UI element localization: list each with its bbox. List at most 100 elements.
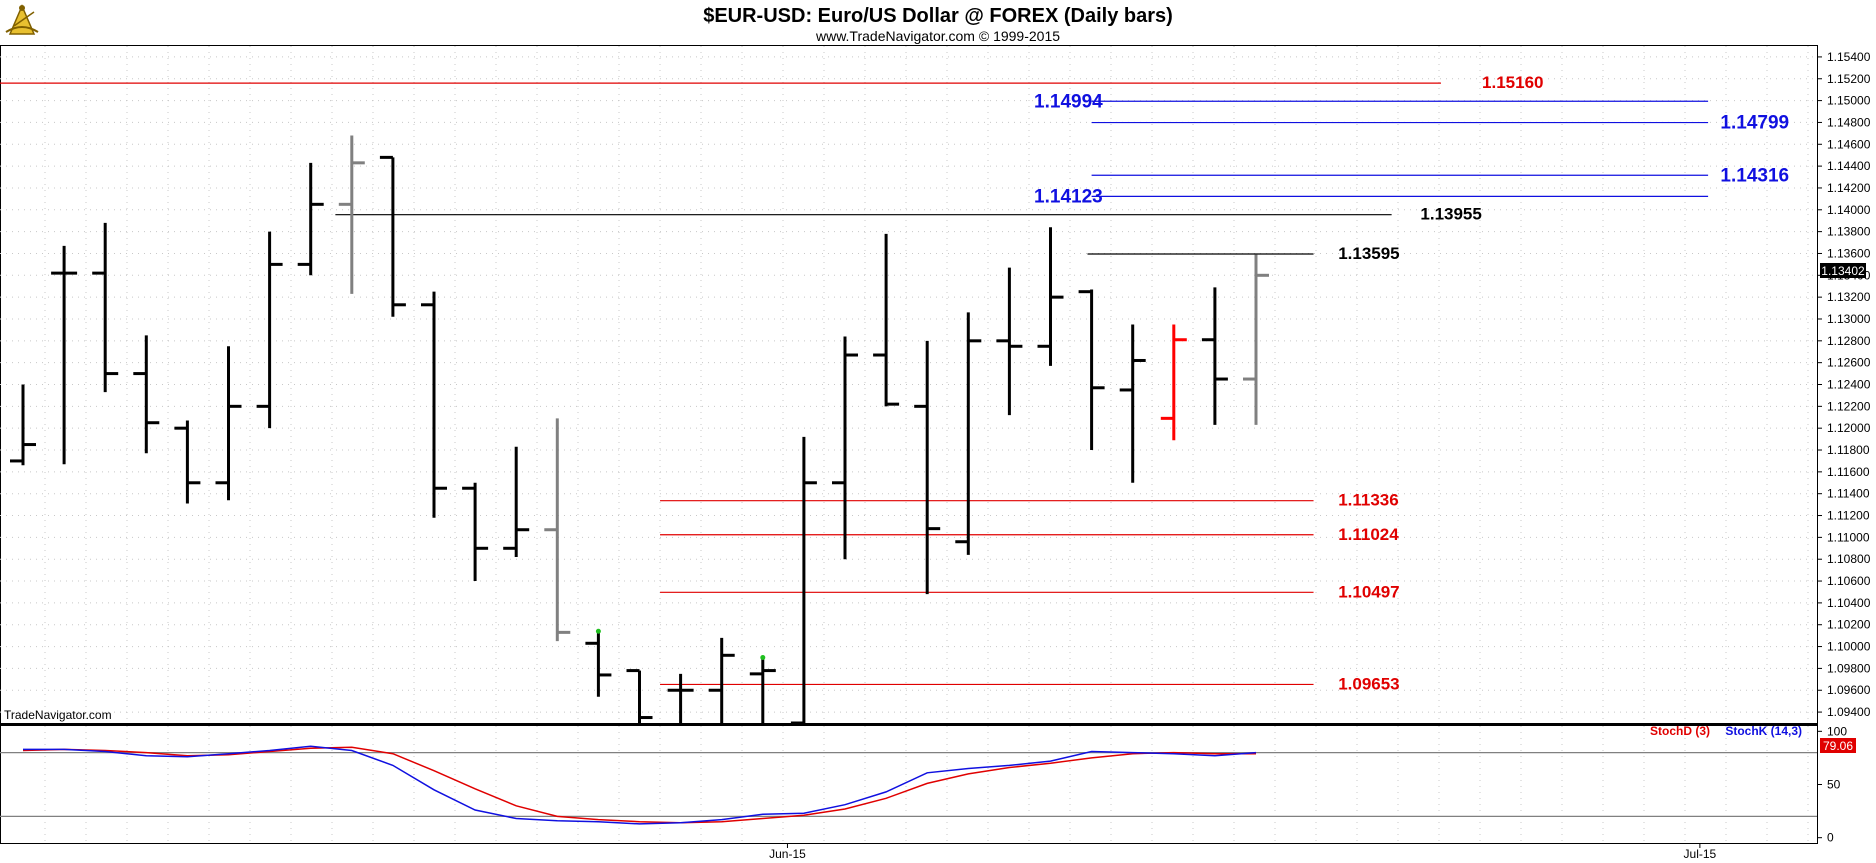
stoch-tick-label: 50 (1827, 778, 1841, 792)
chart-title: $EUR-USD: Euro/US Dollar @ FOREX (Daily … (703, 5, 1173, 27)
stoch-last-value: 79.06 (1823, 739, 1853, 753)
price-tick-label: 1.11400 (1827, 487, 1870, 501)
ohlc-bar (996, 267, 1023, 416)
price-bars (10, 135, 1269, 725)
price-tick-label: 1.13800 (1827, 225, 1871, 239)
price-tick-label: 1.12000 (1827, 421, 1871, 435)
ohlc-bar (215, 346, 242, 501)
price-tick-label: 1.10400 (1827, 596, 1871, 610)
price-tick-label: 1.10000 (1827, 640, 1871, 654)
level-label: 1.13955 (1420, 205, 1481, 224)
ohlc-bar (133, 335, 160, 454)
price-tick-label: 1.13600 (1827, 246, 1871, 260)
stochd-line (22, 746, 1256, 824)
price-tick-label: 1.12400 (1827, 378, 1871, 392)
stochk-line (23, 745, 1257, 825)
ohlc-bar (955, 312, 982, 555)
ohlc-bar (873, 233, 900, 407)
price-tick-label: 1.12800 (1827, 334, 1871, 348)
price-tick-label: 1.15200 (1827, 72, 1871, 86)
price-tick-label: 1.09400 (1827, 705, 1871, 719)
ohlc-bar (790, 436, 817, 725)
price-tick-label: 1.14200 (1827, 181, 1871, 195)
ohlc-bar (10, 384, 36, 466)
price-tick-label: 1.13200 (1827, 290, 1871, 304)
price-tick-label: 1.11600 (1827, 465, 1870, 479)
price-tick-label: 1.10200 (1827, 618, 1871, 632)
stoch-panel-frame (0, 725, 1818, 844)
sextant-logo-icon (5, 4, 39, 35)
ohlc-bar (1243, 254, 1269, 425)
legend-stochk: StochK (14,3) (1725, 724, 1802, 738)
price-panel-frame (0, 45, 1818, 724)
level-label: 1.13595 (1338, 244, 1399, 263)
price-tick-label: 1.15000 (1827, 94, 1871, 108)
level-lines: 1.15160 1.14994 1.14799 1.14316 1.14123 1.139… (0, 73, 1789, 693)
price-tick-label: 1.10800 (1827, 552, 1871, 566)
chart-subtitle: www.TradeNavigator.com © 1999-2015 (815, 28, 1060, 44)
ohlc-bar (297, 162, 324, 276)
price-tick-label: 1.14000 (1827, 203, 1871, 217)
ohlc-bar (832, 336, 858, 560)
level-label: 1.14123 (1034, 186, 1103, 207)
ohlc-bar (1037, 227, 1064, 366)
ohlc-bar (338, 135, 365, 294)
price-tick-label: 1.11200 (1827, 509, 1870, 523)
ohlc-bar (379, 155, 406, 317)
price-tick-label: 1.11800 (1827, 443, 1870, 457)
legend-stochd: StochD (3) (1650, 724, 1710, 738)
ohlc-bar (503, 446, 530, 558)
price-tick-label: 1.12600 (1827, 356, 1871, 370)
level-label: 1.11024 (1338, 525, 1399, 544)
level-label: 1.11336 (1338, 491, 1399, 510)
price-tick-label: 1.09800 (1827, 661, 1871, 675)
price-axis: 1.15400 1.15200 1.15000 1.14800 1.14600 1.144… (1817, 50, 1871, 719)
ohlc-bar (626, 669, 653, 723)
ohlc-bar (1078, 289, 1105, 451)
ohlc-bar (914, 340, 941, 595)
last-price-box (1820, 263, 1866, 278)
ohlc-bar (256, 231, 283, 429)
ohlc-bar (92, 222, 119, 393)
ohlc-bar (1119, 324, 1146, 483)
price-tick-label: 1.12200 (1827, 399, 1871, 413)
stoch-last-box (1820, 738, 1856, 753)
price-tick-label: 1.10600 (1827, 574, 1871, 588)
ohlc-bar (749, 657, 776, 723)
ohlc-bar (708, 637, 735, 723)
level-label: 1.09653 (1338, 674, 1399, 693)
level-label: 1.14316 (1720, 165, 1789, 186)
stochastic-panel: 100 50 0 (0, 724, 1847, 845)
x-axis-label: Jul-15 (1684, 847, 1717, 861)
ohlc-bar (421, 291, 447, 518)
ohlc-bar (174, 420, 201, 504)
price-tick-label: 1.09600 (1827, 683, 1871, 697)
price-grid (0, 46, 1817, 723)
x-axis-label: Jun-15 (769, 847, 806, 861)
ohlc-bar (544, 418, 571, 642)
price-tick-label: 1.13000 (1827, 312, 1871, 326)
price-tick-label: 1.15400 (1827, 50, 1871, 64)
price-tick-label: 1.14400 (1827, 159, 1871, 173)
ohlc-bar (51, 245, 78, 465)
stoch-tick-label: 0 (1827, 831, 1834, 845)
last-price-label: 1.13402 (1821, 264, 1865, 278)
green-dot-marker (595, 628, 601, 634)
price-tick-label: 1.11000 (1827, 530, 1870, 544)
ohlc-bar (1201, 287, 1228, 425)
green-dot-marker (760, 654, 766, 660)
price-tick-label: 1.14800 (1827, 115, 1871, 129)
price-tick-label: 1.14600 (1827, 137, 1871, 151)
level-label: 1.10497 (1338, 582, 1399, 601)
watermark: TradeNavigator.com (4, 708, 112, 722)
ohlc-bar (462, 482, 489, 582)
ohlc-bar (1160, 324, 1187, 441)
level-label: 1.15160 (1482, 73, 1543, 92)
stoch-tick-label: 100 (1827, 724, 1847, 738)
ohlc-bar (585, 632, 612, 697)
ohlc-bar (667, 673, 694, 723)
level-label: 1.14994 (1034, 91, 1103, 112)
x-axis: Jun-15 Jul-15 (769, 843, 1717, 861)
level-label: 1.14799 (1720, 113, 1789, 134)
